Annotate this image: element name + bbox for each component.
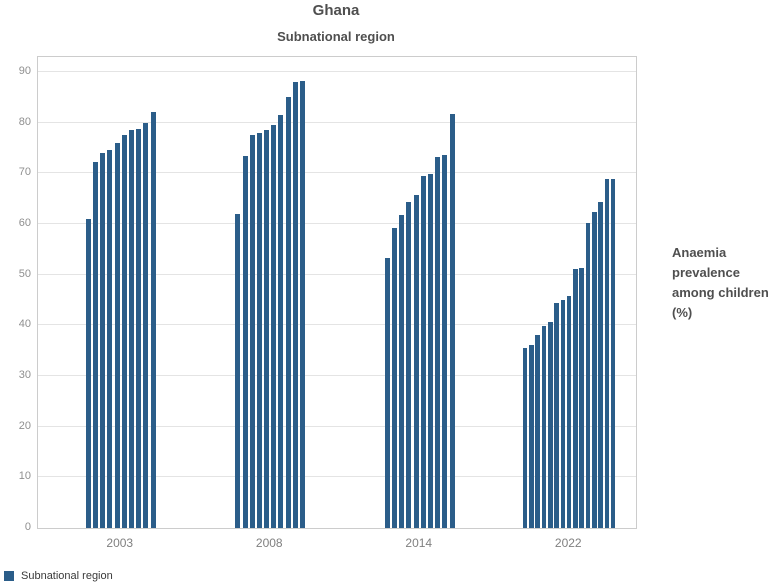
bar-group-2008	[235, 57, 306, 528]
bar-2014-region-9	[442, 155, 448, 528]
bar-2022-region-9	[573, 269, 578, 528]
bar-2014-region-2	[392, 227, 398, 528]
y-tick-label-20: 20	[18, 419, 31, 432]
gridline-40	[38, 324, 636, 326]
bar-2022-region-5	[547, 322, 553, 528]
legend-label: Subnational region	[21, 570, 113, 582]
bar-2008-region-1	[235, 213, 241, 528]
y-tick-label-90: 90	[18, 65, 31, 78]
bar-2022-region-4	[541, 325, 547, 528]
gridline-50	[38, 273, 636, 275]
bar-2022-region-15	[610, 178, 616, 528]
bar-2003-region-1	[85, 218, 91, 528]
bar-2003-region-7	[128, 130, 134, 528]
plot-area	[37, 56, 637, 529]
bar-2022-region-12	[591, 212, 597, 528]
bar-2008-region-6	[271, 124, 277, 528]
bar-2022-region-10	[579, 268, 584, 528]
bar-2003-region-6	[121, 134, 127, 528]
bar-2003-region-10	[150, 112, 156, 528]
bar-2022-region-14	[604, 179, 610, 528]
x-axis-label-2014: 2014	[405, 536, 433, 550]
gridline-10	[38, 476, 636, 478]
bar-2022-region-1	[522, 348, 528, 528]
bar-2022-region-8	[566, 296, 572, 528]
bar-2014-region-4	[406, 202, 412, 528]
gridline-80	[38, 121, 636, 123]
bar-2003-region-2	[93, 162, 99, 528]
y-tick-label-50: 50	[18, 267, 31, 280]
y-tick-label-40: 40	[18, 318, 31, 331]
bar-2003-region-3	[100, 152, 106, 528]
bar-2022-region-7	[560, 299, 566, 528]
y-tick-label-70: 70	[18, 166, 31, 179]
bar-2022-region-2	[529, 344, 534, 528]
bar-2008-region-8	[285, 96, 291, 528]
bar-2022-region-11	[585, 222, 591, 528]
bar-2022-region-3	[535, 335, 540, 528]
bar-2008-region-5	[264, 129, 270, 528]
bar-2003-region-4	[107, 150, 113, 528]
bar-2008-region-10	[300, 81, 306, 528]
legend-swatch-icon	[4, 571, 14, 581]
y-axis-title-line1: Anaemia	[672, 245, 727, 260]
chart-subtitle: Subnational region	[277, 29, 395, 44]
bar-2003-region-8	[136, 129, 142, 528]
legend: Subnational region	[4, 570, 113, 582]
bar-group-2022	[522, 57, 616, 528]
y-tick-label-30: 30	[18, 369, 31, 382]
y-axis-title-line2: prevalence	[672, 265, 740, 280]
bar-2003-region-9	[143, 122, 149, 528]
bar-2014-region-1	[384, 257, 390, 528]
bar-2022-region-6	[554, 303, 559, 528]
y-axis-title: Anaemia prevalence among children (%)	[672, 243, 772, 323]
bar-2014-region-10	[449, 114, 455, 528]
gridline-20	[38, 425, 636, 427]
bar-2008-region-7	[278, 114, 284, 528]
bar-2008-region-9	[292, 82, 298, 528]
page-title: Ghana	[312, 2, 360, 19]
y-axis-title-line3: among children	[672, 285, 769, 300]
gridline-70	[38, 172, 636, 174]
bar-2022-region-13	[598, 202, 603, 528]
gridline-30	[38, 375, 636, 377]
bar-group-2014	[384, 57, 455, 528]
y-axis-title-line4: (%)	[672, 305, 693, 320]
gridline-90	[38, 71, 636, 73]
bar-2014-region-6	[420, 176, 426, 528]
gridline-60	[38, 223, 636, 225]
y-tick-label-0: 0	[24, 521, 31, 533]
bar-2008-region-4	[256, 132, 262, 528]
x-axis-label-2003: 2003	[106, 536, 134, 550]
bar-2014-region-5	[413, 195, 419, 528]
bar-group-2003	[85, 57, 156, 528]
bar-2008-region-3	[249, 134, 255, 528]
y-tick-label-60: 60	[18, 217, 31, 230]
bar-2014-region-7	[427, 174, 433, 528]
bar-2014-region-8	[435, 156, 441, 528]
y-tick-label-80: 80	[18, 115, 31, 128]
bar-2014-region-3	[399, 215, 405, 528]
bar-2008-region-2	[242, 155, 248, 528]
x-axis-label-2022: 2022	[554, 536, 582, 550]
y-tick-label-10: 10	[18, 470, 31, 483]
x-axis-label-2008: 2008	[255, 536, 283, 550]
bar-2003-region-5	[114, 142, 120, 528]
